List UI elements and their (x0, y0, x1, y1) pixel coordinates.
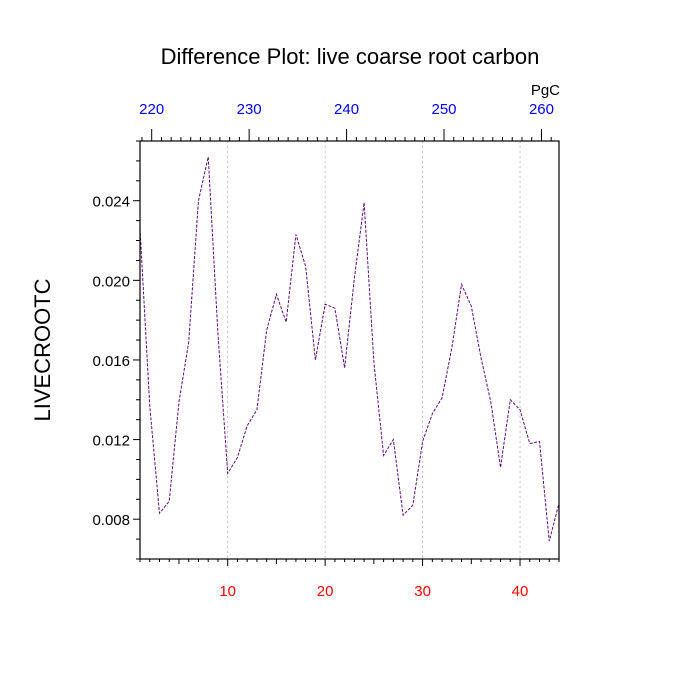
plot-frame (139, 140, 560, 560)
y-tick-label: 0.016 (92, 353, 130, 370)
chart-title: Difference Plot: live coarse root carbon (161, 44, 540, 69)
x-tick-label: 20 (317, 583, 334, 600)
data-series (139, 156, 560, 542)
x-tick-label: 40 (512, 583, 529, 600)
grid-lines (227, 141, 521, 559)
y-axis: 0.008 0.012 0.016 0.020 0.024 (92, 140, 140, 560)
y-tick-label: 0.008 (92, 512, 130, 529)
y-tick-label: 0.020 (92, 273, 130, 290)
top-tick-label: 220 (139, 101, 164, 118)
top-tick-label: 240 (334, 101, 359, 118)
x-tick-label: 10 (219, 583, 236, 600)
x-axis-top: 220 230 240 250 260 (139, 101, 554, 141)
x-tick-label: 30 (414, 583, 431, 600)
y-axis-label: LIVECROOTC (30, 278, 55, 421)
series-line (139, 156, 560, 542)
y-tick-label: 0.012 (92, 433, 130, 450)
y-tick-label: 0.024 (92, 194, 130, 211)
top-tick-label: 250 (432, 101, 457, 118)
top-axis-unit: PgC (531, 82, 560, 99)
top-tick-label: 230 (237, 101, 262, 118)
top-tick-label: 260 (529, 101, 554, 118)
x-axis-bottom: 10 20 30 40 (139, 559, 560, 600)
